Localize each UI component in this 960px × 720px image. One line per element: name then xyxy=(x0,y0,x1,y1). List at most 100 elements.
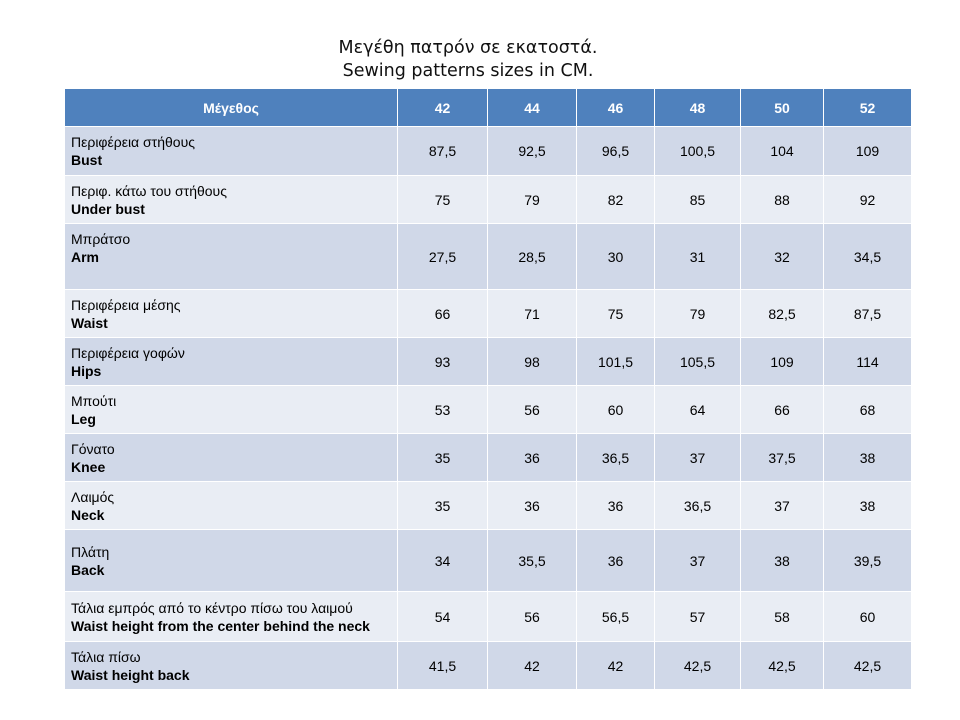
measurement-name-greek: Μπράτσο xyxy=(71,231,131,247)
table-row: Περιφέρεια στήθους Bust 87,5 92,5 96,5 100,5 1… xyxy=(64,126,912,176)
table-row: Τάλια πίσω Waist height back 41,5 42 42 42,5 4… xyxy=(64,641,912,690)
size-value-cell: 42,5 xyxy=(740,641,824,690)
measurement-name-greek: Περιφ. κάτω του στήθους xyxy=(71,182,227,199)
measurement-label: Περιφέρεια στήθους Bust xyxy=(64,126,398,176)
size-value-cell: 114 xyxy=(823,337,912,386)
measurement-name-greek: Περιφέρεια στήθους xyxy=(71,134,195,150)
header-size-52: 52 xyxy=(823,88,912,127)
table-row: Περιφέρεια μέσης Waist 66 71 75 79 82,5 87,5 xyxy=(64,289,912,338)
measurement-label: Τάλια εμπρός από το κέντρο πίσω του λαιμ… xyxy=(64,591,398,642)
size-value-cell: 37,5 xyxy=(740,433,824,482)
size-value-cell: 42,5 xyxy=(823,641,912,690)
size-value-cell: 35 xyxy=(397,481,488,530)
header-size-label: Μέγεθος xyxy=(64,88,398,127)
measurement-name-greek: Τάλια πίσω xyxy=(71,648,141,665)
size-value-cell: 35 xyxy=(397,433,488,482)
table-row: Λαιμός Neck 35 36 36 36,5 37 38 xyxy=(64,481,912,530)
size-value-cell: 35,5 xyxy=(487,529,577,592)
header-size-44: 44 xyxy=(487,88,577,127)
measurement-name-english: Hips xyxy=(71,362,102,379)
measurement-label: Μπούτι Leg xyxy=(64,385,398,434)
table-row: Πλάτη Back 34 35,5 36 37 38 39,5 xyxy=(64,529,912,592)
table-row: Μπούτι Leg 53 56 60 64 66 68 xyxy=(64,385,912,434)
size-value-cell: 32 xyxy=(740,223,824,290)
size-value-cell: 75 xyxy=(397,175,488,224)
size-value-cell: 68 xyxy=(823,385,912,434)
size-value-cell: 41,5 xyxy=(397,641,488,690)
measurement-label: Πλάτη Back xyxy=(64,529,398,592)
size-value-cell: 36 xyxy=(487,433,577,482)
measurement-name-greek: Λαιμός xyxy=(71,488,115,505)
size-value-cell: 87,5 xyxy=(823,289,912,338)
size-value-cell: 36 xyxy=(576,529,655,592)
table-row: Περιφέρεια γοφών Hips 93 98 101,5 105,5 109 114 xyxy=(64,337,912,386)
size-value-cell: 56 xyxy=(487,385,577,434)
size-value-cell: 56,5 xyxy=(576,591,655,642)
header-size-42: 42 xyxy=(397,88,488,127)
size-value-cell: 28,5 xyxy=(487,223,577,290)
size-value-cell: 56 xyxy=(487,591,577,642)
size-value-cell: 104 xyxy=(740,126,824,176)
size-value-cell: 79 xyxy=(654,289,741,338)
size-value-cell: 87,5 xyxy=(397,126,488,176)
size-value-cell: 75 xyxy=(576,289,655,338)
size-value-cell: 71 xyxy=(487,289,577,338)
size-value-cell: 109 xyxy=(823,126,912,176)
size-value-cell: 79 xyxy=(487,175,577,224)
measurement-label: Περιφέρεια γοφών Hips xyxy=(64,337,398,386)
header-size-48: 48 xyxy=(654,88,741,127)
table-row: Περιφ. κάτω του στήθους Under bust 75 79 82 8… xyxy=(64,175,912,224)
table-row: Τάλια εμπρός από το κέντρο πίσω του λαιμ… xyxy=(64,591,912,642)
measurement-name-greek: Πλάτη xyxy=(71,543,110,560)
measurement-name-english: Neck xyxy=(71,506,105,523)
size-value-cell: 36,5 xyxy=(576,433,655,482)
size-value-cell: 36 xyxy=(487,481,577,530)
size-value-cell: 66 xyxy=(397,289,488,338)
measurement-name-greek: Γόνατο xyxy=(71,440,115,457)
size-value-cell: 64 xyxy=(654,385,741,434)
size-chart-table: Μέγεθος 42 44 46 48 50 52 Περιφέρεια στή… xyxy=(64,88,912,690)
size-value-cell: 36 xyxy=(576,481,655,530)
size-value-cell: 30 xyxy=(576,223,655,290)
size-value-cell: 92,5 xyxy=(487,126,577,176)
size-value-cell: 88 xyxy=(740,175,824,224)
measurement-name-greek: Περιφέρεια μέσης xyxy=(71,296,181,313)
size-value-cell: 60 xyxy=(823,591,912,642)
size-value-cell: 37 xyxy=(654,529,741,592)
measurement-name-english: Waist height back xyxy=(71,666,190,683)
table-row: Μπράτσο Arm 27,5 28,5 30 31 32 34,5 xyxy=(64,223,912,290)
size-value-cell: 98 xyxy=(487,337,577,386)
size-value-cell: 92 xyxy=(823,175,912,224)
size-value-cell: 53 xyxy=(397,385,488,434)
measurement-label: Περιφ. κάτω του στήθους Under bust xyxy=(64,175,398,224)
measurement-name-english: Bust xyxy=(71,152,103,168)
size-value-cell: 66 xyxy=(740,385,824,434)
size-value-cell: 37 xyxy=(740,481,824,530)
title-greek: Μεγέθη πατρόν σε εκατοστά. xyxy=(338,38,598,58)
measurement-name-english: Leg xyxy=(71,410,96,427)
size-value-cell: 39,5 xyxy=(823,529,912,592)
header-size-46: 46 xyxy=(576,88,655,127)
size-value-cell: 60 xyxy=(576,385,655,434)
size-value-cell: 34 xyxy=(397,529,488,592)
size-value-cell: 42 xyxy=(576,641,655,690)
measurement-name-english: Under bust xyxy=(71,200,145,217)
measurement-name-english: Waist xyxy=(71,314,108,331)
page-title: Μεγέθη πατρόν σε εκατοστά. Sewing patter… xyxy=(0,37,936,83)
measurement-label: Μπράτσο Arm xyxy=(64,223,398,290)
measurement-name-greek: Περιφέρεια γοφών xyxy=(71,344,185,361)
size-value-cell: 57 xyxy=(654,591,741,642)
measurement-name-english: Waist height from the center behind the … xyxy=(71,617,370,634)
size-value-cell: 85 xyxy=(654,175,741,224)
size-value-cell: 82,5 xyxy=(740,289,824,338)
header-size-50: 50 xyxy=(740,88,824,127)
measurement-name-greek: Τάλια εμπρός από το κέντρο πίσω του λαιμ… xyxy=(71,599,353,616)
size-value-cell: 100,5 xyxy=(654,126,741,176)
measurement-name-english: Arm xyxy=(71,249,100,265)
size-value-cell: 82 xyxy=(576,175,655,224)
size-value-cell: 27,5 xyxy=(397,223,488,290)
size-value-cell: 37 xyxy=(654,433,741,482)
measurement-name-english: Back xyxy=(71,561,105,578)
measurement-label: Γόνατο Knee xyxy=(64,433,398,482)
size-value-cell: 36,5 xyxy=(654,481,741,530)
